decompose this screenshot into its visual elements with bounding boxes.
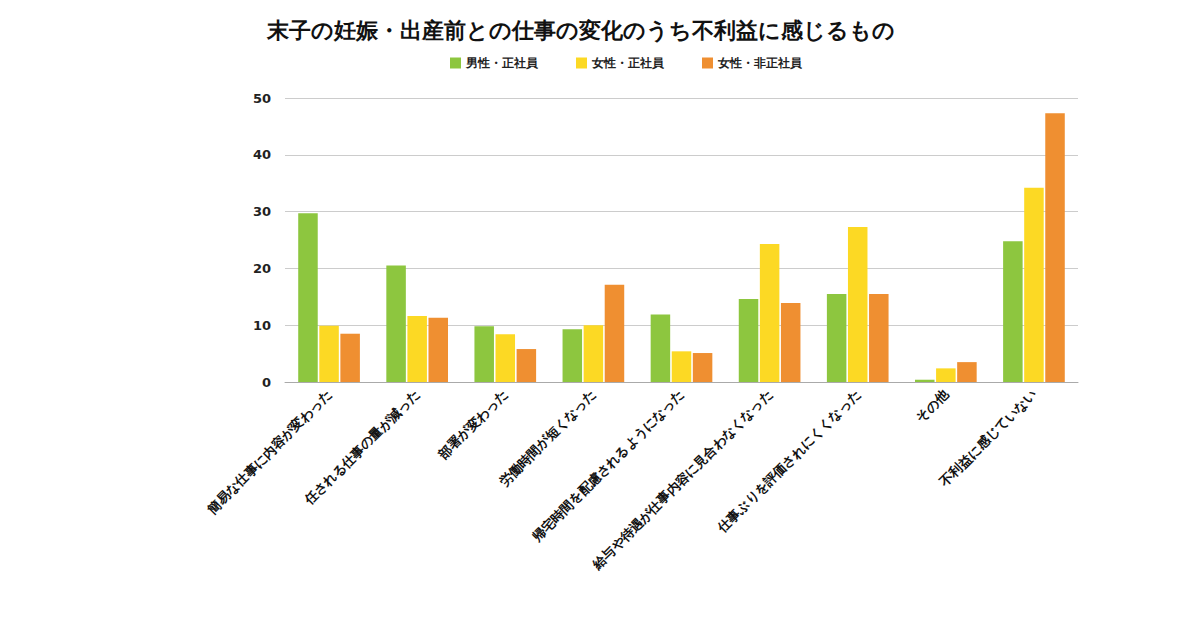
svg-text:50: 50 [253,91,271,106]
svg-text:その他: その他 [913,386,952,425]
svg-text:女性・正社員: 女性・正社員 [591,56,665,70]
svg-text:仕事ぶりを評価されにくくなった: 仕事ぶりを評価されにくくなった [714,387,863,536]
svg-text:労働時間が短くなった: 労働時間が短くなった [496,387,599,490]
svg-text:給与や待遇が仕事内容に見合わなくなった: 給与や待遇が仕事内容に見合わなくなった [589,387,775,573]
svg-text:10: 10 [253,318,271,333]
svg-text:不利益に感じていない: 不利益に感じていない [936,387,1039,490]
svg-text:30: 30 [253,204,271,219]
svg-text:帰宅時間を配慮されるようになった: 帰宅時間を配慮されるようになった [528,387,686,545]
svg-text:男性・正社員: 男性・正社員 [465,56,539,70]
svg-text:任される仕事の量が減った: 任される仕事の量が減った [301,387,423,509]
svg-text:末子の妊娠・出産前との仕事の変化のうち不利益に感じるもの: 末子の妊娠・出産前との仕事の変化のうち不利益に感じるもの [266,18,895,43]
svg-text:20: 20 [253,261,271,276]
svg-text:女性・非正社員: 女性・非正社員 [717,56,803,70]
svg-text:40: 40 [253,147,271,162]
svg-text:0: 0 [262,375,271,390]
svg-text:部署が変わった: 部署が変わった [435,387,511,463]
svg-text:簡易な仕事に内容が変わった: 簡易な仕事に内容が変わった [204,386,335,517]
